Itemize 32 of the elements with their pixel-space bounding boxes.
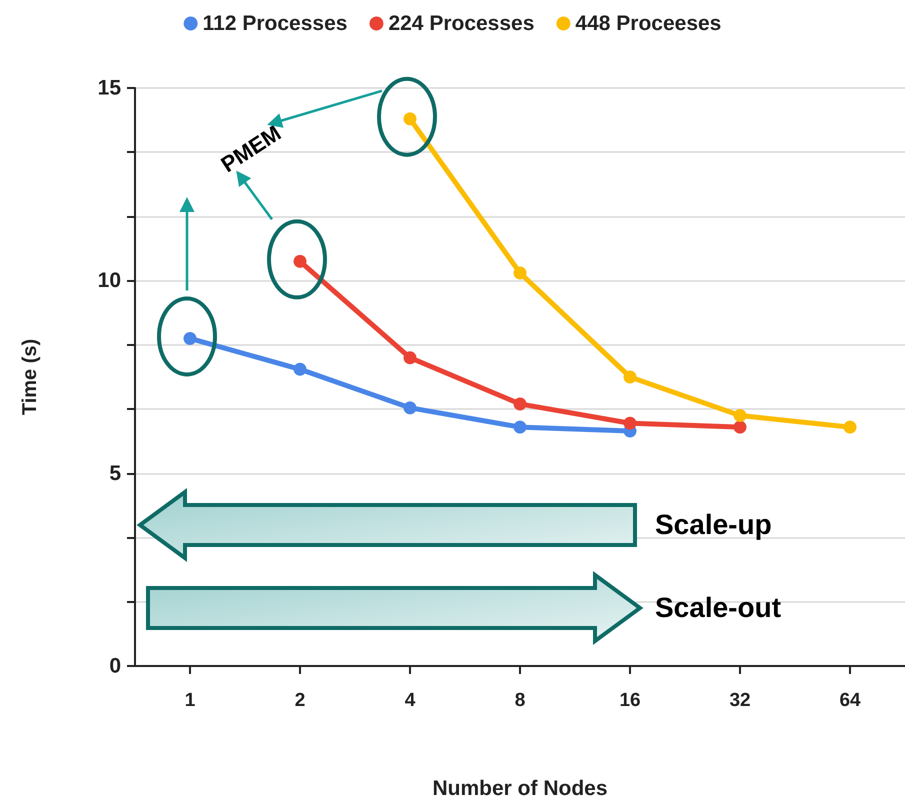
point [294,254,306,268]
x-tick-label: 64 [839,690,861,711]
y-tick-label: 0 [109,654,121,678]
x-axis-title: Number of Nodes [432,777,608,800]
y-tick-label: 5 [109,462,122,485]
legend-label: 224 Processes [388,12,534,35]
annotation: Scale-out [655,592,782,623]
point [844,420,856,434]
point [404,112,416,126]
point [294,362,306,376]
x-tick-label: 16 [619,690,641,711]
x-tick-label: 1 [184,690,196,711]
point [514,397,526,410]
x-tick-label: 2 [294,690,306,711]
point [404,351,416,364]
point [734,409,746,422]
point [514,266,526,280]
legend-label: 112 Processes [202,12,348,35]
point [404,401,416,414]
y-tick-label: 10 [98,269,121,292]
point [624,416,636,430]
x-tick-label: 4 [404,690,416,711]
x-tick-label: 32 [729,690,751,711]
annotation: Scale-up [655,509,772,540]
x-tick-label: 8 [514,690,526,711]
point [514,420,526,434]
y-tick-label: 15 [98,76,122,100]
point [624,370,636,384]
point [734,420,746,434]
y-axis-title: Time (s) [19,338,41,416]
legend-label: 448 Proceeses [575,12,722,35]
point [184,332,196,345]
